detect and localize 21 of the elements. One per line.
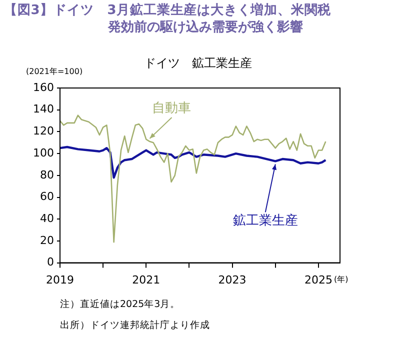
y-tick-label: 140 [32, 102, 54, 116]
y-tick-label: 100 [32, 146, 54, 160]
y-tick-label: 20 [40, 234, 54, 247]
x-tick-label: 2023 [218, 273, 246, 286]
x-tick-label: 2025 [304, 273, 332, 286]
y-axis-title: (2021年=100) [26, 66, 83, 77]
text: 注）直近値は2025年3月。 [60, 298, 180, 311]
text: 出所）ドイツ連邦統計庁より作成 [60, 319, 210, 332]
y-tick-label: 40 [40, 212, 54, 225]
series-label: 自動車 [152, 100, 192, 116]
x-tick-label: 2021 [132, 273, 160, 286]
y-tick-label: 60 [40, 190, 54, 204]
y-tick-label: 80 [40, 168, 54, 182]
text: 鉱工業生産 [232, 212, 298, 229]
chart-title: 【図3】ドイツ 3月鉱工業生産は大きく増加、米関税発効前の駆け込み需要が強く影響 [4, 2, 332, 36]
x-axis-title: (年) [334, 274, 348, 285]
y-tick-label: 120 [32, 124, 54, 138]
x-tick-label: 2019 [46, 273, 74, 286]
y-tick-label: 160 [32, 80, 54, 94]
chart-subtitle: ドイツ 鉱工業生産 [144, 56, 252, 70]
y-tick-label: 0 [46, 256, 54, 269]
